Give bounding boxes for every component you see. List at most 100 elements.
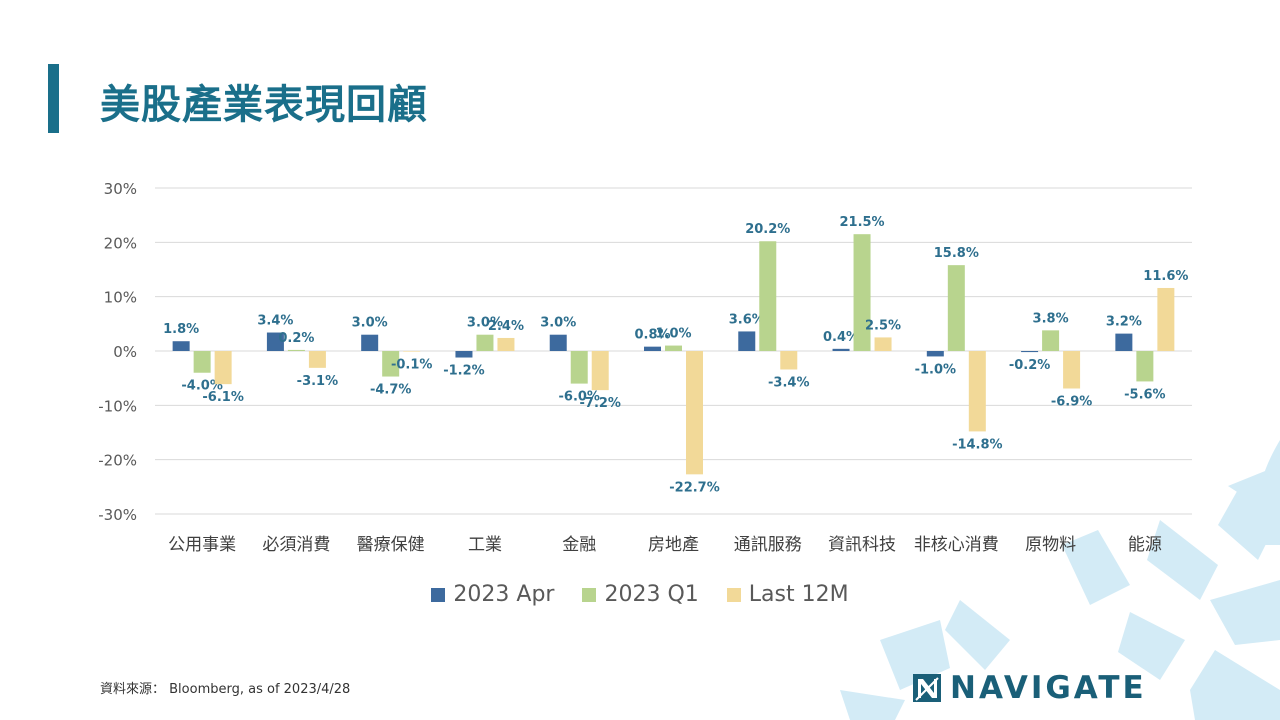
data-label: 0.8% <box>634 328 670 343</box>
source-note: 資料來源： Bloomberg, as of 2023/4/28 <box>100 682 351 697</box>
data-label: 3.0% <box>540 316 576 331</box>
bar-apr <box>832 348 850 351</box>
data-label: 21.5% <box>839 215 884 230</box>
data-label: 3.6% <box>729 312 765 327</box>
bar-q1 <box>759 241 777 351</box>
page-title: 美股產業表現回顧 <box>100 82 428 128</box>
bar-12m <box>1157 287 1175 351</box>
data-label: 3.0% <box>467 316 503 331</box>
data-label: 2.4% <box>488 319 524 334</box>
bar-q1 <box>665 345 682 351</box>
legend-label: 2023 Q1 <box>604 582 699 607</box>
data-label: 20.2% <box>745 222 790 237</box>
data-label: -6.1% <box>202 390 243 405</box>
data-label: 3.0% <box>352 316 388 331</box>
legend-item-q1: 2023 Q1 <box>582 582 699 607</box>
bar-apr <box>1021 351 1039 353</box>
bar-q1 <box>570 351 588 384</box>
bar-12m <box>1063 351 1081 389</box>
decor-petal <box>1147 520 1218 600</box>
decor-petal <box>945 600 1010 670</box>
y-tick-label: -30% <box>98 506 137 524</box>
data-label: -1.2% <box>443 364 484 379</box>
data-label: 11.6% <box>1143 269 1188 284</box>
decor-petal <box>840 690 905 720</box>
legend-swatch-q1 <box>582 587 597 602</box>
decor-petal <box>1062 530 1130 605</box>
x-category-label: 公用事業 <box>168 535 236 555</box>
data-label: -5.6% <box>1124 387 1165 402</box>
x-category-label: 醫療保健 <box>357 535 425 555</box>
decor-petal <box>1210 580 1280 645</box>
bar-apr <box>1115 333 1133 351</box>
bar-apr <box>926 351 944 357</box>
data-label: 2.5% <box>865 318 901 333</box>
bar-apr <box>361 334 379 351</box>
bar-q1 <box>1042 330 1060 351</box>
y-tick-label: 10% <box>104 289 137 307</box>
decor-petal <box>880 620 950 690</box>
x-category-label: 能源 <box>1128 535 1162 555</box>
y-tick-label: -10% <box>98 397 137 415</box>
bar-12m <box>686 351 703 475</box>
legend-item-apr: 2023 Apr <box>431 582 554 607</box>
bar-q1 <box>947 265 965 351</box>
legend-swatch-apr <box>431 587 446 602</box>
y-tick-label: 20% <box>104 234 137 252</box>
navigate-logo-icon <box>913 674 941 702</box>
data-label: -4.0% <box>181 379 222 394</box>
x-category-label: 必須消費 <box>262 535 330 555</box>
x-category-label: 工業 <box>468 535 502 555</box>
title-accent-bar <box>48 64 59 133</box>
bar-apr <box>172 341 190 351</box>
brand-wordmark: NAVIGATE <box>950 670 1147 706</box>
bar-12m <box>403 351 421 352</box>
bar-12m <box>874 337 892 351</box>
data-label: -3.4% <box>768 375 809 390</box>
data-label: -3.1% <box>297 374 338 389</box>
decor-petal <box>1218 486 1278 560</box>
data-label: -4.7% <box>370 383 411 398</box>
bar-apr <box>266 332 284 351</box>
bar-12m <box>591 351 609 391</box>
bar-q1 <box>853 234 871 351</box>
bar-q1 <box>1136 351 1154 382</box>
y-tick-label: 0% <box>113 343 137 361</box>
data-label: 0.4% <box>823 330 859 345</box>
data-label: 3.4% <box>257 314 293 329</box>
brand-logo: NAVIGATE <box>912 668 1147 708</box>
decor-petal <box>1118 612 1185 680</box>
data-label: 3.2% <box>1106 315 1142 330</box>
x-category-label: 非核心消費 <box>914 535 999 555</box>
bar-apr <box>549 334 567 351</box>
data-label: 0.2% <box>278 331 314 346</box>
legend-label: Last 12M <box>748 582 849 607</box>
chart-legend: 2023 Apr 2023 Q1 Last 12M <box>0 582 1280 607</box>
bar-12m <box>308 351 326 368</box>
bar-12m <box>968 351 986 432</box>
data-label: -0.2% <box>1009 358 1050 373</box>
y-tick-label: -20% <box>98 452 137 470</box>
legend-label: 2023 Apr <box>453 582 555 607</box>
data-label: 1.8% <box>163 322 199 337</box>
decor-petal <box>1190 650 1280 720</box>
data-label: -14.8% <box>952 437 1003 452</box>
x-category-label: 原物料 <box>1025 535 1076 555</box>
data-label: 15.8% <box>934 246 979 261</box>
legend-item-12m: Last 12M <box>726 582 849 607</box>
data-label: -6.0% <box>559 390 600 405</box>
data-label: -7.2% <box>580 396 621 411</box>
bar-apr <box>644 346 661 351</box>
data-label: -1.0% <box>915 362 956 377</box>
data-label: 1.0% <box>655 327 691 342</box>
legend-swatch-12m <box>726 587 741 602</box>
data-label: -6.9% <box>1051 394 1092 409</box>
data-label: 3.8% <box>1033 311 1069 326</box>
bar-apr <box>738 331 756 351</box>
data-label: -0.1% <box>391 358 432 373</box>
bar-12m <box>780 351 798 370</box>
x-category-label: 房地產 <box>648 535 699 555</box>
bar-q1 <box>193 351 211 373</box>
bar-12m <box>497 337 515 351</box>
